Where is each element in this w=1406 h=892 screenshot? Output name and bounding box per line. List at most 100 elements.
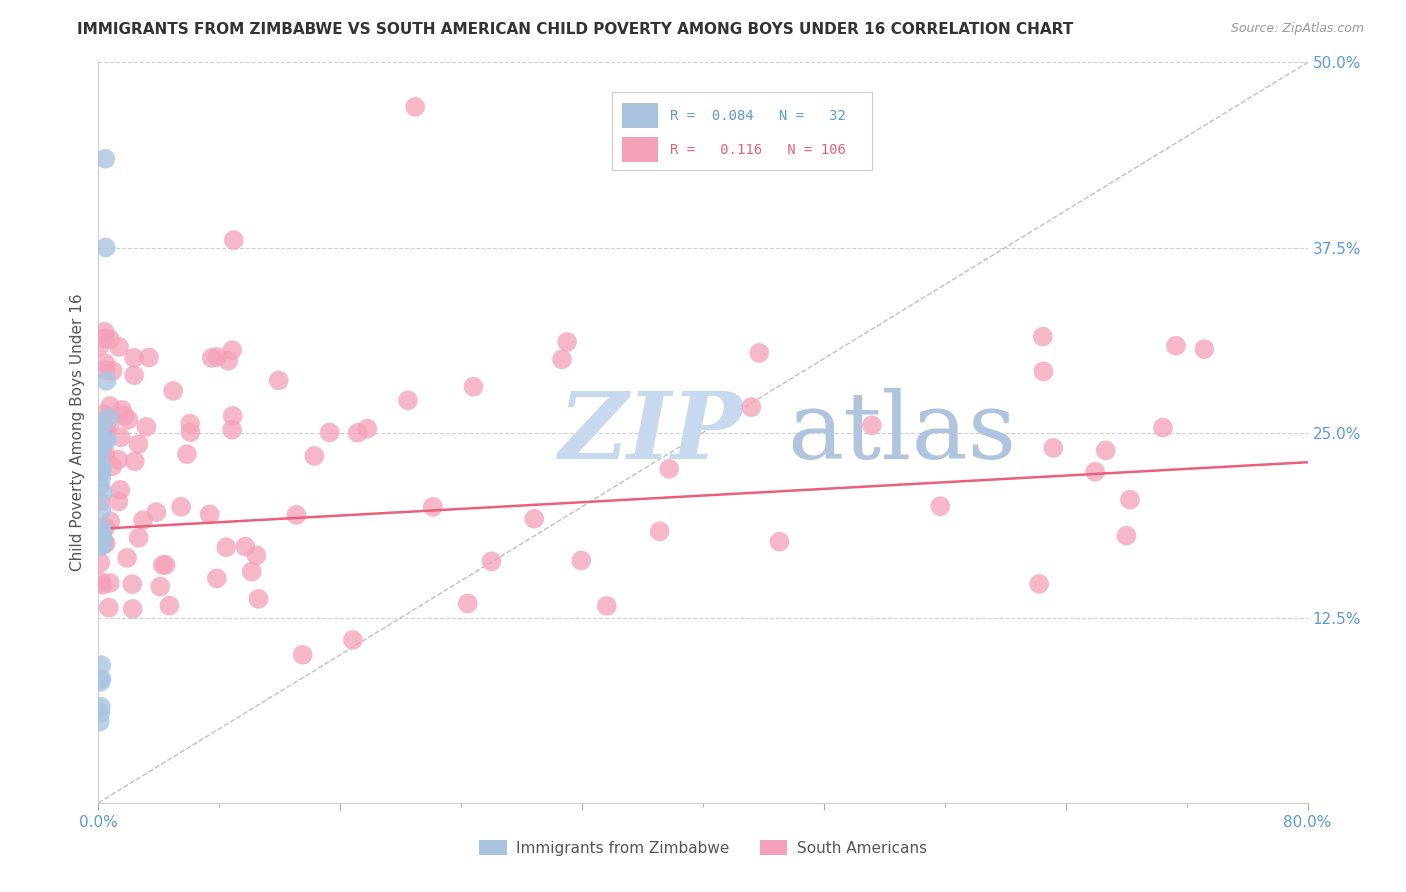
Point xyxy=(94,363,117,377)
Point xyxy=(115,550,138,565)
Point xyxy=(96,374,118,388)
Point xyxy=(94,152,117,166)
Point xyxy=(98,514,121,528)
Point xyxy=(98,399,121,413)
Point xyxy=(121,602,143,616)
Point xyxy=(94,536,117,550)
Point xyxy=(110,483,132,497)
Point xyxy=(929,499,952,513)
Point xyxy=(648,524,671,539)
Point xyxy=(89,423,111,437)
Point xyxy=(205,571,228,585)
Point xyxy=(176,447,198,461)
Point xyxy=(94,240,117,255)
Point xyxy=(93,433,115,447)
Point xyxy=(138,351,160,365)
Point xyxy=(396,393,419,408)
Point xyxy=(422,500,444,514)
Point xyxy=(89,417,111,432)
Point xyxy=(91,578,114,592)
Point xyxy=(356,422,378,436)
Point xyxy=(1194,342,1216,356)
Point xyxy=(318,425,340,440)
Point xyxy=(93,325,115,339)
Point xyxy=(107,452,129,467)
Point xyxy=(90,503,112,517)
Point xyxy=(89,714,111,729)
Point xyxy=(132,513,155,527)
Point xyxy=(97,600,120,615)
Text: ZIP: ZIP xyxy=(558,388,742,477)
Point xyxy=(124,454,146,468)
Point xyxy=(89,453,111,467)
Point xyxy=(107,494,129,508)
Point xyxy=(90,699,112,714)
Point xyxy=(91,436,114,450)
Point xyxy=(1119,492,1142,507)
Point xyxy=(112,409,135,423)
Point xyxy=(463,380,485,394)
Point xyxy=(247,591,270,606)
Point xyxy=(89,478,111,492)
Point xyxy=(122,368,145,383)
Point xyxy=(768,534,790,549)
Point xyxy=(89,535,111,549)
Point xyxy=(1164,339,1187,353)
Point xyxy=(291,648,314,662)
Point xyxy=(157,599,180,613)
Point xyxy=(117,412,139,426)
Point xyxy=(152,558,174,572)
Point xyxy=(179,417,201,431)
Point xyxy=(97,410,120,425)
Point xyxy=(170,500,193,514)
Point xyxy=(217,353,239,368)
Text: IMMIGRANTS FROM ZIMBABWE VS SOUTH AMERICAN CHILD POVERTY AMONG BOYS UNDER 16 COR: IMMIGRANTS FROM ZIMBABWE VS SOUTH AMERIC… xyxy=(77,22,1074,37)
Point xyxy=(1042,441,1064,455)
Point xyxy=(1032,329,1054,343)
Point xyxy=(179,425,201,440)
Point xyxy=(1032,364,1054,378)
Point xyxy=(90,658,112,673)
Point xyxy=(215,540,238,554)
Point xyxy=(89,441,111,455)
Point xyxy=(658,462,681,476)
Point xyxy=(90,465,112,479)
Point xyxy=(1094,443,1116,458)
Point xyxy=(551,352,574,367)
FancyBboxPatch shape xyxy=(613,92,872,169)
Point xyxy=(89,675,111,690)
Point xyxy=(523,512,546,526)
Point xyxy=(90,470,112,484)
Point xyxy=(221,343,243,358)
Y-axis label: Child Poverty Among Boys Under 16: Child Poverty Among Boys Under 16 xyxy=(69,293,84,572)
Point xyxy=(96,433,118,447)
Point xyxy=(89,340,111,354)
Point xyxy=(346,425,368,440)
Point xyxy=(91,538,114,552)
Point xyxy=(285,508,308,522)
Point xyxy=(198,508,221,522)
Point xyxy=(94,356,117,370)
Point xyxy=(201,351,224,365)
Point xyxy=(481,554,503,568)
Point xyxy=(108,340,131,354)
Point xyxy=(267,373,290,387)
Text: R =   0.116   N = 106: R = 0.116 N = 106 xyxy=(671,143,846,157)
Point xyxy=(740,400,762,414)
Point xyxy=(90,521,112,535)
Legend: Immigrants from Zimbabwe, South Americans: Immigrants from Zimbabwe, South American… xyxy=(474,834,932,862)
Point xyxy=(205,350,228,364)
Point xyxy=(155,558,177,572)
Point xyxy=(98,576,121,591)
Bar xyxy=(621,137,658,162)
Point xyxy=(121,577,143,591)
Point xyxy=(89,495,111,509)
Point xyxy=(90,672,112,686)
Point xyxy=(145,505,167,519)
Point xyxy=(89,448,111,462)
Point xyxy=(1084,465,1107,479)
Point xyxy=(98,417,121,432)
Point xyxy=(111,403,134,417)
Point xyxy=(404,100,426,114)
Point xyxy=(101,459,124,474)
